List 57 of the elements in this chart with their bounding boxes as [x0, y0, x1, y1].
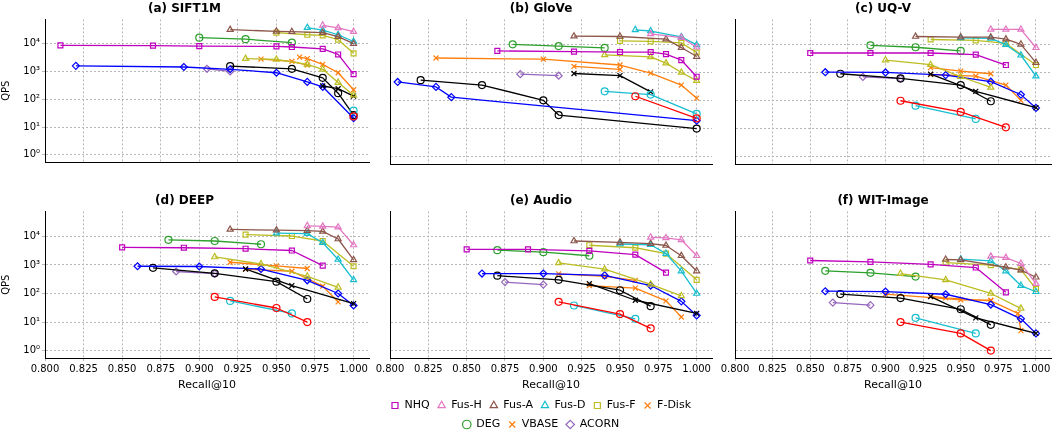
legend-label: Fus-F [606, 398, 636, 412]
x-tick-label: 0.925 [567, 362, 596, 374]
x-axis-title: Recall@10 [178, 378, 236, 392]
x-tick-label: 0.925 [908, 362, 938, 374]
y-tick-label: 10⁴ [23, 37, 40, 49]
x-tick-label: 0.900 [184, 362, 214, 374]
y-axis-title: QPS [0, 80, 11, 101]
chart-title: (b) GloVe [509, 1, 573, 16]
x-tick-label: 0.875 [833, 362, 863, 374]
y-tick-label: 10³ [23, 65, 40, 77]
x-tick-label: 0.950 [946, 362, 976, 374]
chart-title: (c) UQ-V [855, 1, 912, 16]
x-tick-label: 0.950 [262, 362, 291, 374]
x-tick-label: 0.900 [871, 362, 900, 374]
x-tick-label: 0.825 [758, 362, 787, 374]
x-tick-label: 1.000 [682, 362, 711, 374]
x-tick-label: 0.825 [69, 362, 98, 374]
x-tick-label: 0.825 [414, 362, 443, 374]
chart-title: (f) WIT-Image [837, 193, 929, 208]
y-tick-label: 10⁰ [23, 344, 40, 356]
y-tick-label: 10⁰ [23, 148, 40, 160]
x-tick-label: 0.925 [223, 362, 253, 374]
legend-label: NHQ [404, 398, 430, 412]
chart-title: (e) Audio [509, 193, 573, 208]
legend-label: ACORN [579, 417, 620, 431]
x-tick-label: 0.800 [720, 362, 750, 374]
chart-title: (a) SIFT1M [147, 1, 222, 16]
x-tick-label: 0.950 [605, 362, 635, 374]
legend-label: Fus-A [503, 398, 534, 412]
legend-label: F-Disk [657, 398, 692, 412]
y-tick-label: 10² [23, 287, 40, 299]
y-axis-title: QPS [0, 274, 11, 295]
legend-label: Fus-D [554, 398, 586, 412]
x-tick-label: 1.000 [1021, 362, 1051, 374]
x-tick-label: 1.000 [339, 362, 368, 374]
y-tick-label: 10¹ [23, 315, 40, 327]
x-tick-label: 0.975 [644, 362, 673, 374]
y-tick-label: 10² [23, 92, 40, 104]
x-tick-label: 0.850 [795, 362, 825, 374]
x-axis-title: Recall@10 [522, 378, 580, 392]
legend-label: DEG [476, 417, 501, 431]
x-tick-label: 0.850 [452, 362, 481, 374]
x-tick-label: 0.800 [375, 362, 405, 374]
legend-label: Fus-H [451, 398, 482, 412]
x-tick-label: 0.850 [107, 362, 137, 374]
y-tick-label: 10⁴ [23, 229, 40, 241]
x-tick-label: 0.875 [490, 362, 520, 374]
y-tick-label: 10¹ [23, 120, 40, 132]
legend-label: VBASE [521, 417, 559, 431]
x-axis-title: Recall@10 [864, 378, 922, 392]
y-tick-label: 10³ [23, 258, 40, 270]
x-tick-label: 0.900 [529, 362, 558, 374]
x-tick-label: 0.975 [300, 362, 330, 374]
x-tick-label: 0.875 [146, 362, 176, 374]
chart-title: (d) DEEP [155, 193, 215, 208]
x-tick-label: 0.975 [984, 362, 1013, 374]
x-tick-label: 0.800 [30, 362, 60, 374]
